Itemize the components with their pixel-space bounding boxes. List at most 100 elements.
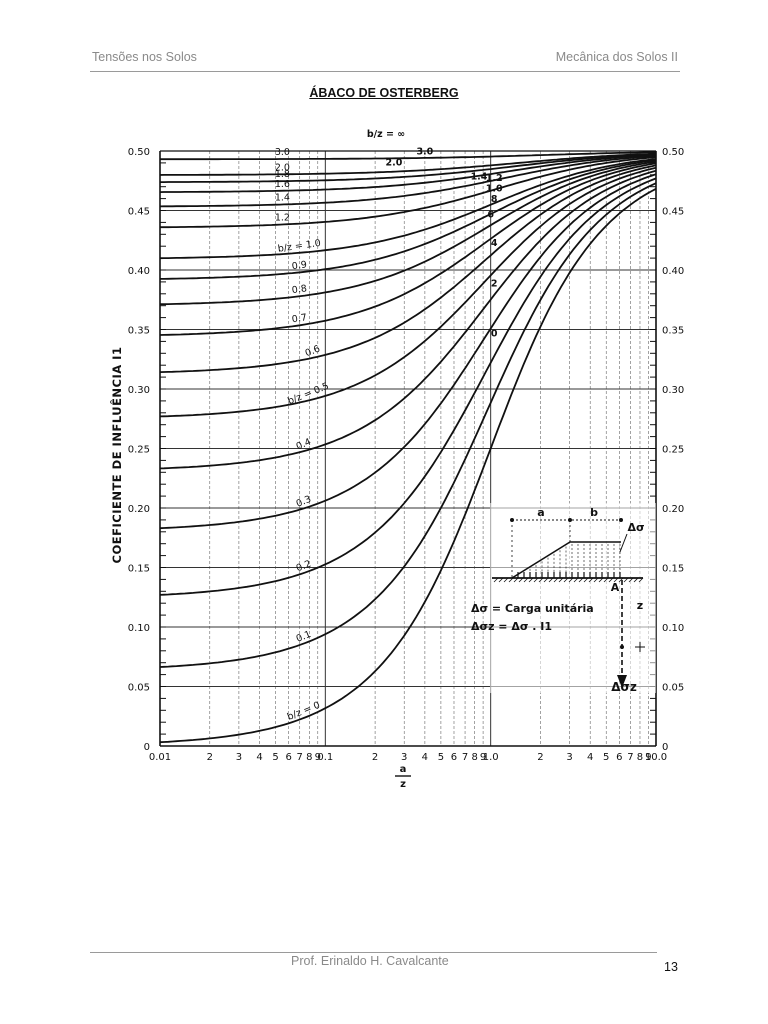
svg-text:0.9: 0.9 (291, 259, 307, 272)
svg-text:0.40: 0.40 (128, 266, 150, 277)
svg-text:0.35: 0.35 (128, 326, 150, 337)
svg-text:0.45: 0.45 (662, 207, 684, 218)
page-number: 13 (664, 960, 678, 974)
svg-text:6: 6 (285, 752, 291, 763)
svg-text:0.05: 0.05 (128, 683, 150, 694)
svg-text:0.45: 0.45 (128, 207, 150, 218)
svg-text:1.4: 1.4 (471, 172, 488, 183)
svg-text:0.25: 0.25 (128, 445, 150, 456)
svg-text:7: 7 (627, 752, 633, 763)
svg-text:8: 8 (637, 752, 643, 763)
svg-text:2: 2 (372, 752, 378, 763)
dim-b-label: b (590, 506, 598, 519)
chart-top-label: b/z = ∞ (367, 129, 405, 140)
x-axis-label: a z (395, 764, 411, 790)
svg-text:0.10: 0.10 (662, 623, 684, 634)
header-divider (90, 71, 680, 72)
svg-text:0.30: 0.30 (662, 385, 684, 396)
svg-text:5: 5 (438, 752, 444, 763)
svg-text:0.20: 0.20 (128, 504, 150, 515)
svg-text:0: 0 (662, 742, 668, 753)
svg-text:3: 3 (566, 752, 572, 763)
svg-text:1.2: 1.2 (275, 212, 290, 223)
svg-text:0.1: 0.1 (295, 629, 313, 645)
svg-text:0.1: 0.1 (317, 752, 333, 763)
header-right-text: Mecânica dos Solos II (555, 50, 678, 64)
svg-text:0.01: 0.01 (149, 752, 171, 763)
svg-text:2: 2 (491, 279, 498, 290)
svg-text:3.0: 3.0 (416, 147, 433, 158)
svg-text:0: 0 (144, 742, 150, 753)
svg-text:0.05: 0.05 (662, 683, 684, 694)
svg-text:1.6: 1.6 (275, 179, 290, 190)
svg-text:1.0: 1.0 (483, 752, 499, 763)
svg-text:2.0: 2.0 (386, 157, 403, 168)
delta-sigma-z-label: Δσz (611, 680, 637, 694)
ground-hatch (493, 577, 644, 583)
svg-text:0.10: 0.10 (128, 623, 150, 634)
footer-divider (90, 952, 657, 953)
dim-a-label: a (537, 506, 544, 519)
svg-text:0.20: 0.20 (662, 504, 684, 515)
legend-line-1: Δσ = Carga unitária (471, 602, 594, 615)
svg-text:0.3: 0.3 (295, 494, 313, 510)
svg-text:0.35: 0.35 (662, 326, 684, 337)
svg-text:0.8: 0.8 (291, 283, 307, 296)
svg-text:1.4: 1.4 (275, 192, 290, 203)
svg-text:6: 6 (487, 210, 494, 221)
svg-text:1.2: 1.2 (486, 173, 503, 184)
svg-text:8: 8 (471, 752, 477, 763)
svg-text:3.0: 3.0 (275, 147, 290, 158)
svg-text:0.6: 0.6 (304, 343, 322, 359)
svg-text:0.50: 0.50 (128, 147, 150, 158)
svg-text:8: 8 (491, 194, 498, 205)
load-arrows (517, 544, 621, 578)
svg-text:3: 3 (401, 752, 407, 763)
page-title: ÁBACO DE OSTERBERG (309, 86, 459, 100)
svg-text:7: 7 (462, 752, 468, 763)
svg-text:b/z = 0: b/z = 0 (286, 700, 322, 723)
svg-text:4: 4 (422, 752, 428, 763)
svg-text:1.8: 1.8 (275, 169, 290, 180)
header-left-text: Tensões nos Solos (92, 50, 197, 64)
svg-text:5: 5 (603, 752, 609, 763)
svg-text:5: 5 (272, 752, 278, 763)
depth-z-label: z (637, 599, 643, 612)
svg-text:9: 9 (480, 752, 486, 763)
svg-text:0.15: 0.15 (128, 564, 150, 575)
svg-text:9: 9 (315, 752, 321, 763)
svg-text:4: 4 (256, 752, 262, 763)
svg-text:8: 8 (306, 752, 312, 763)
y-axis-label: COEFICIENTE DE INFLUÊNCIA I1 (109, 347, 124, 564)
svg-text:0.50: 0.50 (662, 147, 684, 158)
point-a-label: A (611, 581, 620, 594)
chart-curves (159, 151, 657, 744)
svg-text:1.0: 1.0 (486, 183, 503, 194)
svg-text:0.4: 0.4 (295, 437, 313, 453)
svg-text:2: 2 (207, 752, 213, 763)
chart-axes (159, 150, 657, 747)
svg-text:0.30: 0.30 (128, 385, 150, 396)
loading-diagram: a b Δσ A z Δσz Δσ = Carga unitária Δσz =… (471, 503, 656, 694)
svg-text:0.25: 0.25 (662, 445, 684, 456)
svg-text:4: 4 (491, 238, 498, 249)
svg-text:0.2: 0.2 (295, 558, 313, 574)
svg-text:0.40: 0.40 (662, 266, 684, 277)
svg-text:7: 7 (297, 752, 303, 763)
svg-text:3: 3 (236, 752, 242, 763)
svg-text:0.7: 0.7 (291, 312, 307, 325)
svg-text:6: 6 (616, 752, 622, 763)
footer-author: Prof. Erinaldo H. Cavalcante (291, 954, 449, 968)
svg-text:9: 9 (645, 752, 651, 763)
svg-text:0.15: 0.15 (662, 564, 684, 575)
svg-text:2.0: 2.0 (275, 162, 290, 173)
svg-text:0: 0 (491, 329, 498, 340)
svg-text:4: 4 (587, 752, 593, 763)
legend-line-2: Δσz = Δσ . I1 (471, 620, 552, 633)
delta-sigma-label: Δσ (627, 521, 644, 534)
svg-text:b/z = 0.5: b/z = 0.5 (286, 381, 330, 407)
svg-text:6: 6 (451, 752, 457, 763)
svg-text:10.0: 10.0 (645, 752, 667, 763)
svg-text:a: a (400, 764, 407, 775)
